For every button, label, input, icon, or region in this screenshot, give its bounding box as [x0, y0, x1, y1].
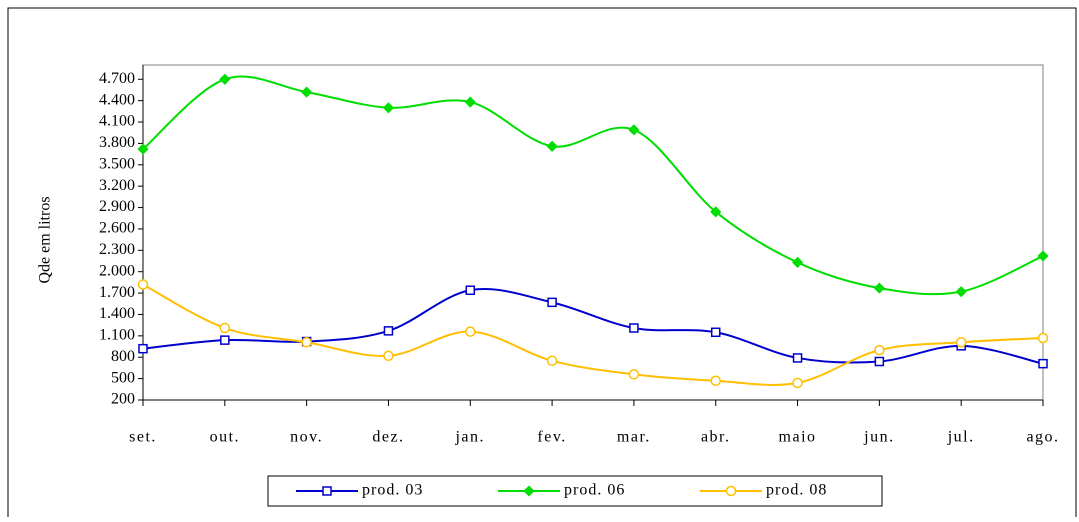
data-point: [546, 140, 558, 152]
legend-label: prod. 06: [564, 482, 625, 499]
x-tick-label: mar.: [617, 429, 651, 446]
chart-frame: [7, 7, 1077, 522]
y-tick-label: 800: [111, 348, 135, 365]
y-tick-label: 2.900: [99, 198, 135, 215]
y-tick-label: 4.700: [99, 70, 135, 87]
data-point: [955, 337, 967, 348]
data-point: [791, 256, 804, 268]
legend: [267, 475, 883, 507]
data-point: [1037, 332, 1049, 344]
legend-label: prod. 08: [766, 482, 827, 499]
data-point: [874, 344, 885, 356]
data-point: [219, 322, 231, 334]
data-point: [955, 286, 967, 298]
data-point: [219, 73, 231, 85]
x-tick-label: jan.: [454, 429, 485, 446]
data-point: [710, 327, 721, 338]
x-tick-label: set.: [129, 429, 157, 446]
y-tick-label: 500: [111, 369, 135, 386]
x-tick-label: abr.: [701, 429, 731, 446]
series-line: [142, 75, 1044, 296]
data-point: [383, 350, 394, 362]
y-axis-label: Qde em litros: [37, 196, 54, 283]
data-point: [464, 96, 476, 108]
data-point: [301, 86, 313, 98]
y-tick-label: 2.000: [99, 262, 135, 279]
y-tick-label: 3.800: [99, 134, 135, 151]
legend-label: prod. 03: [362, 482, 423, 499]
series-line: [142, 288, 1044, 365]
x-tick-label: maio: [779, 429, 817, 446]
y-tick-label: 1.700: [99, 284, 135, 301]
y-tick-label: 200: [111, 391, 135, 408]
data-point: [465, 326, 476, 337]
data-point: [628, 124, 640, 136]
y-tick-label: 1.100: [99, 327, 135, 344]
x-tick-label: out.: [210, 429, 240, 446]
data-point: [1038, 358, 1048, 369]
series-line: [142, 283, 1044, 386]
y-tick-label: 3.200: [99, 177, 135, 194]
data-point: [1037, 250, 1049, 262]
data-point: [138, 343, 148, 354]
y-tick-label: 4.100: [99, 113, 135, 130]
x-tick-label: jul.: [947, 429, 975, 446]
data-point: [710, 206, 722, 218]
data-point: [220, 335, 230, 345]
legend-marker: [523, 485, 535, 497]
y-tick-label: 3.500: [99, 155, 135, 172]
data-point: [792, 353, 803, 363]
data-point: [301, 337, 312, 348]
plot-frame: [142, 64, 1044, 401]
y-tick-label: 2.300: [99, 241, 135, 258]
data-point: [383, 326, 394, 336]
data-point: [792, 377, 803, 389]
y-tick-label: 4.400: [99, 91, 135, 108]
data-point: [873, 282, 885, 294]
data-point: [137, 279, 149, 290]
data-point: [382, 102, 395, 114]
data-point: [629, 323, 639, 333]
x-tick-label: dez.: [372, 429, 404, 446]
data-point: [874, 356, 885, 367]
legend-marker: [322, 486, 332, 496]
data-point: [710, 375, 721, 387]
x-tick-label: nov.: [290, 429, 323, 446]
y-tick-label: 2.600: [99, 220, 135, 237]
data-point: [547, 297, 557, 308]
data-point: [546, 355, 558, 367]
y-tick-label: 1.400: [99, 305, 135, 322]
x-tick-label: fev.: [537, 429, 566, 446]
x-tick-label: ago.: [1026, 429, 1059, 446]
legend-marker: [725, 485, 737, 497]
data-point: [628, 369, 640, 380]
data-point: [465, 285, 476, 295]
x-tick-label: jun.: [863, 429, 894, 446]
data-point: [137, 143, 149, 155]
